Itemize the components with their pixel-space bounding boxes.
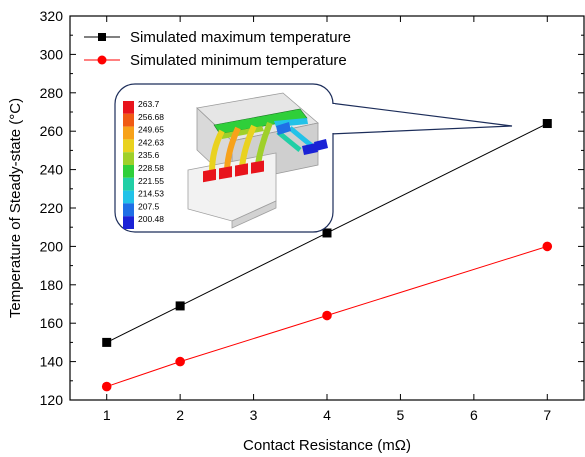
colorbar-segment xyxy=(123,216,134,229)
colorbar-segment xyxy=(123,101,134,114)
data-point-max xyxy=(175,301,185,311)
colorbar-segment xyxy=(123,126,134,140)
legend-marker-min xyxy=(97,55,107,65)
y-axis-title: Temperature of Steady-state (°C) xyxy=(7,98,24,318)
colorbar-label: 242.63 xyxy=(138,137,164,147)
y-tick-label: 260 xyxy=(40,123,64,139)
colorbar: 263.7 256.68 249.65 242.63 235.6 228.58 221.55… xyxy=(123,99,164,229)
y-tick-label: 220 xyxy=(40,200,64,216)
colorbar-label: 221.55 xyxy=(138,176,164,186)
colorbar-label: 228.58 xyxy=(138,163,164,173)
data-point-max xyxy=(322,228,332,238)
data-point-min xyxy=(175,356,185,367)
data-point-min xyxy=(101,381,112,392)
y-tick-label: 120 xyxy=(40,392,64,408)
x-tick-label: 7 xyxy=(543,407,551,423)
y-tick-label: 300 xyxy=(40,46,64,62)
data-point-min xyxy=(542,241,553,252)
x-tick-label: 5 xyxy=(397,407,405,423)
callout-pointer xyxy=(329,102,513,135)
colorbar-segment xyxy=(123,190,134,204)
y-tick-label: 140 xyxy=(40,354,64,370)
series-line-min xyxy=(106,245,548,388)
colorbar-segment xyxy=(123,203,134,217)
colorbar-segment xyxy=(123,177,134,191)
series-line-max xyxy=(106,123,548,343)
colorbar-segment xyxy=(123,113,134,127)
y-tick-label: 280 xyxy=(40,85,64,101)
legend: Simulated maximum temperature Simulated … xyxy=(84,29,351,69)
y-tick-label: 240 xyxy=(40,162,64,178)
data-point-max xyxy=(542,119,552,129)
colorbar-label: 249.65 xyxy=(138,125,164,135)
legend-label-min: Simulated minimum temperature xyxy=(130,52,347,69)
colorbar-label: 207.5 xyxy=(138,201,160,211)
data-point-min xyxy=(322,310,332,321)
colorbar-segment xyxy=(123,152,134,165)
colorbar-label: 263.7 xyxy=(138,99,160,109)
x-tick-label: 1 xyxy=(103,407,111,423)
colorbar-label: 235.6 xyxy=(138,150,160,160)
y-tick-label: 180 xyxy=(40,277,64,293)
x-tick-label: 4 xyxy=(323,407,331,423)
inset-callout: 263.7 256.68 249.65 242.63 235.6 228.58 221.55… xyxy=(114,83,513,233)
legend-label-max: Simulated maximum temperature xyxy=(130,29,351,46)
data-point-max xyxy=(102,337,112,347)
x-axis-title: Contact Resistance (mΩ) xyxy=(243,437,411,454)
colorbar-label: 214.53 xyxy=(138,189,164,199)
y-tick-label: 160 xyxy=(40,315,64,331)
colorbar-segment xyxy=(123,165,134,178)
x-tick-label: 3 xyxy=(250,407,258,423)
y-tick-label: 320 xyxy=(40,8,64,24)
y-tick-label: 200 xyxy=(40,238,64,254)
x-tick-label: 6 xyxy=(470,407,478,423)
x-tick-label: 2 xyxy=(176,407,184,423)
legend-marker-max xyxy=(98,33,106,41)
colorbar-label: 200.48 xyxy=(138,214,164,224)
colorbar-segment xyxy=(123,139,134,153)
colorbar-label: 256.68 xyxy=(138,112,164,122)
device-illustration xyxy=(187,92,328,229)
